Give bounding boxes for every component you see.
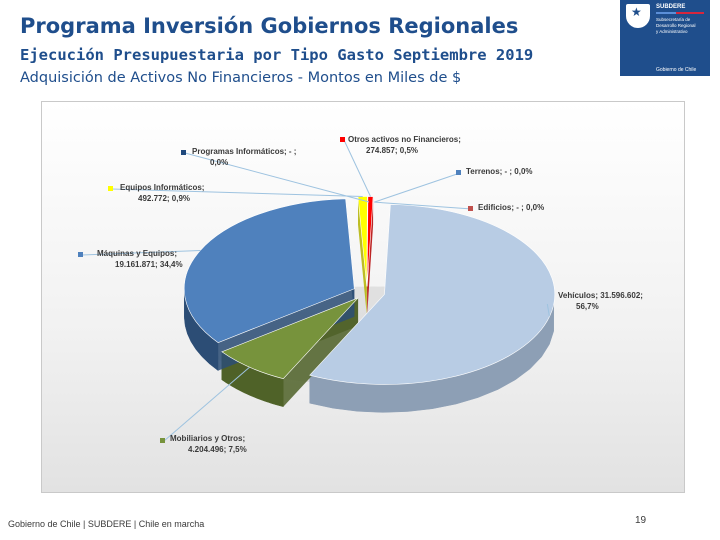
logo-line-2: Desarrollo Regional [656,23,696,28]
data-label-3: Equipos Informáticos; [120,183,204,192]
legend-marker-6 [456,170,461,175]
leader-line-6 [374,172,461,203]
legend-marker-5 [340,137,345,142]
leader-line-5 [343,139,371,197]
footer-text: Gobierno de Chile | SUBDERE | Chile en m… [8,519,205,529]
leader-line-0 [546,301,550,317]
leader-line-1 [163,366,250,442]
legend-marker-2 [78,252,83,257]
pie-slice-3 [357,196,368,287]
pie-slice-5 [366,196,374,287]
logo-gov-text: Gobierno de Chile [656,67,697,73]
data-label-7: Edificios; - ; 0,0% [478,203,544,212]
leader-line-4 [184,152,370,203]
leader-line-3 [111,188,363,197]
subdere-logo: ★ SUBDERE Subsecretaría de Desarrollo Re… [620,0,710,76]
data-label-2: Máquinas y Equipos; [97,249,177,258]
pie-chart: Vehículos; 31.596.602; 56,7% Mobiliarios y… [78,135,643,454]
coat-of-arms-icon [626,4,650,28]
data-label-0: Vehículos; 31.596.602; [558,291,643,300]
legend-marker-4 [181,150,186,155]
legend-marker-1 [160,438,165,443]
data-label-value-5: 274.857; 0,5% [366,146,418,155]
data-label-value-0: 56,7% [576,302,599,311]
page-subtitle-secondary: Adquisición de Activos No Financieros - … [20,70,462,86]
page-subtitle: Ejecución Presupuestaria por Tipo Gasto … [20,46,534,64]
data-label-value-1: 4.204.496; 7,5% [188,445,247,454]
legend-marker-7 [468,206,473,211]
pie-slice-edge-3-0 [358,196,367,315]
legend-marker-3 [108,186,113,191]
logo-line-1: Subsecretaría de [656,17,691,22]
page-number: 19 [635,515,647,526]
data-label-6: Terrenos; - ; 0,0% [466,167,533,176]
logo-brand: SUBDERE [656,4,686,10]
data-label-1: Mobiliarios y Otros; [170,434,245,443]
data-label-5: Otros activos no Financieros; [348,135,461,144]
logo-strip-blue [656,12,676,14]
page-title: Programa Inversión Gobiernos Regionales [20,14,519,38]
leader-line-7 [374,201,473,210]
star-icon: ★ [631,5,642,19]
logo-line-3: y Administrativo [656,29,688,34]
chart-frame: Vehículos; 31.596.602; 56,7% Mobiliarios y… [41,101,685,493]
pie-slice-edge-5-1 [367,196,374,315]
logo-strip-red [676,12,704,14]
legend-marker-0 [543,299,548,304]
leader-line-2 [81,250,201,256]
data-label-value-2: 19.161.871; 34,4% [115,260,183,269]
pie-slice-0 [309,204,556,385]
pie-slice-1 [221,297,359,380]
data-label-value-4: 0,0% [210,158,228,167]
data-label-value-3: 492.772; 0,9% [138,194,190,203]
data-label-4: Programas Informáticos; - ; [192,147,296,156]
